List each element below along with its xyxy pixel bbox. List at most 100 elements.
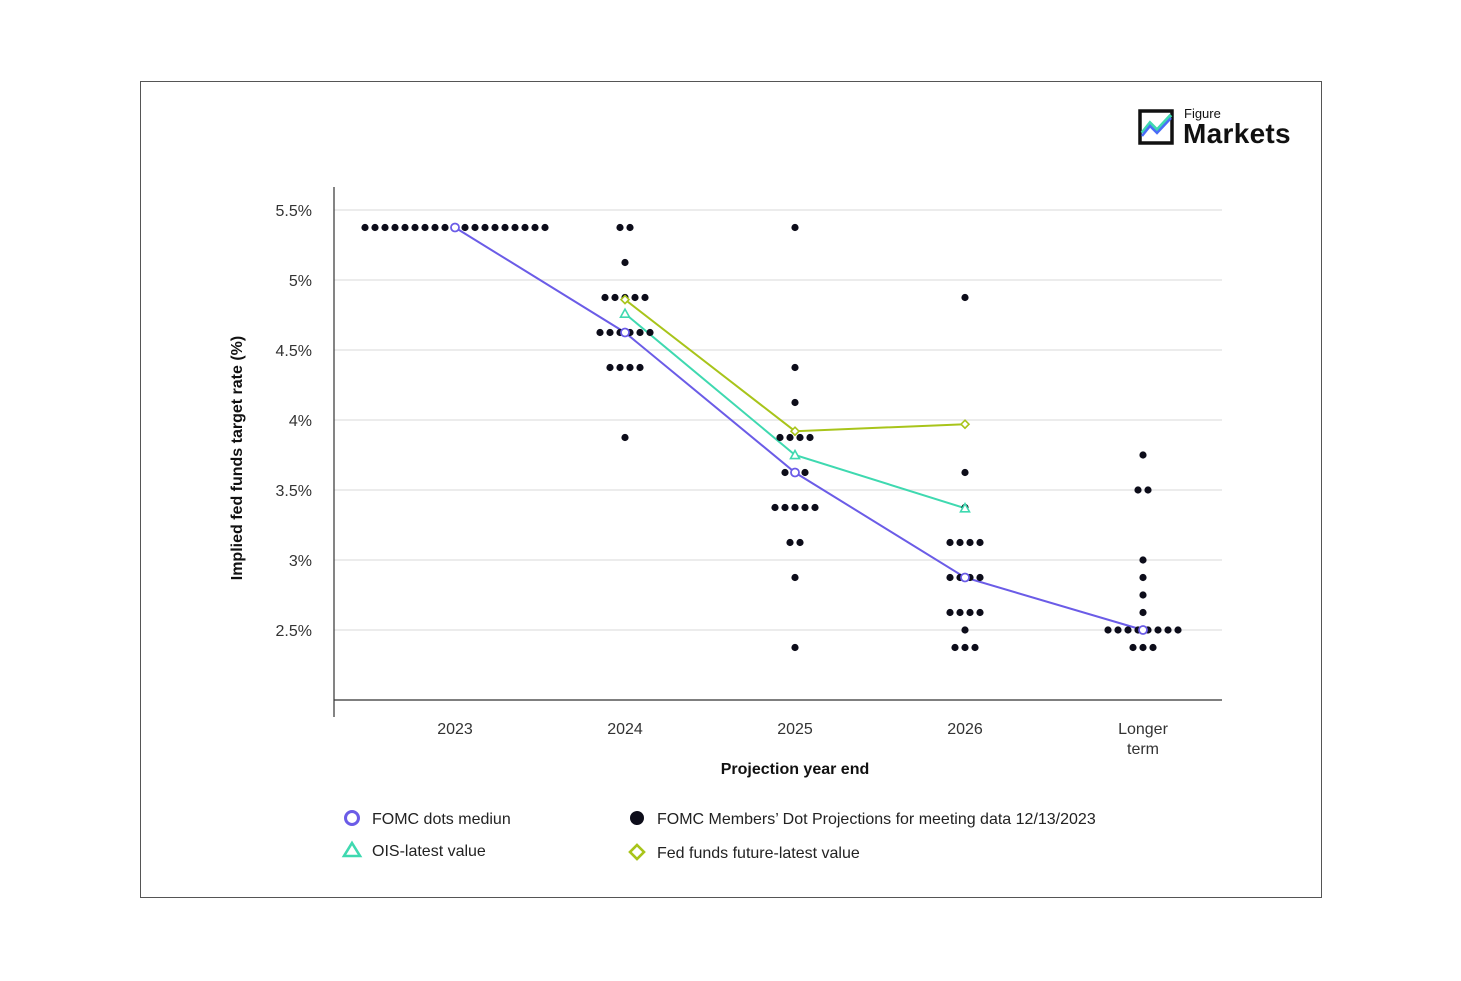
legend-item: FOMC dots mediun (344, 810, 511, 828)
projection-dot (1139, 451, 1147, 459)
series-marker-1 (789, 448, 801, 460)
projection-dot (771, 503, 779, 512)
logo-big-text: Markets (1183, 118, 1291, 149)
projection-dot (1134, 486, 1142, 494)
projection-dot (1124, 626, 1132, 634)
y-tick-label: 5.5% (276, 203, 312, 220)
x-tick-label: 2023 (437, 721, 473, 738)
projection-dot (626, 223, 634, 232)
projection-dot (541, 223, 549, 232)
projection-dot (796, 538, 804, 547)
series-marker-2 (789, 426, 801, 437)
y-tick-label: 4.5% (276, 343, 312, 360)
projection-dot (531, 223, 539, 232)
legend-circle-icon (344, 810, 360, 826)
x-tick-label: term (1127, 741, 1159, 758)
projection-dot (976, 573, 984, 582)
series-marker-0 (1138, 625, 1148, 635)
projection-dot (391, 223, 399, 232)
projection-dot (956, 608, 964, 617)
projection-dot (961, 293, 969, 302)
projection-dot (786, 433, 794, 442)
projection-dot (791, 503, 799, 512)
y-tick-label: 5% (289, 273, 312, 290)
projection-dot (976, 538, 984, 547)
projection-dot (596, 328, 604, 337)
projection-dot (481, 223, 489, 232)
projection-dot (621, 433, 629, 442)
figure-markets-logo: Figure Markets (1138, 106, 1308, 152)
legend-item: FOMC Members’ Dot Projections for meetin… (630, 811, 1096, 828)
projection-dot (521, 223, 529, 232)
projection-dot (791, 223, 799, 232)
y-tick-label: 4% (289, 413, 312, 430)
projection-dot (636, 363, 644, 372)
projection-dot (381, 223, 389, 232)
series-lines (454, 226, 1144, 631)
projection-dot (1139, 643, 1147, 652)
projection-dot (781, 468, 789, 477)
series-markers (450, 222, 1148, 635)
x-tick-label: 2024 (607, 721, 643, 738)
projection-dot (796, 433, 804, 442)
x-tick-labels: 2023 2024 2025 2026 Longer term (437, 721, 1168, 758)
series-marker-2 (959, 419, 971, 430)
projection-dot (961, 626, 969, 634)
legend-item: Fed funds future-latest value (628, 843, 860, 862)
series-marker-0 (790, 467, 800, 478)
series-marker-0 (960, 572, 970, 583)
projection-dot (801, 468, 809, 477)
legend-label: FOMC dots mediun (372, 811, 511, 828)
series-marker-1 (619, 307, 631, 319)
projection-dot (641, 293, 649, 302)
projection-dot (1104, 626, 1112, 634)
projection-dot (606, 328, 614, 337)
projection-dot (1149, 643, 1157, 652)
projection-dot (1164, 626, 1172, 634)
legend-label: OIS-latest value (372, 843, 486, 860)
series-marker-1 (959, 502, 971, 513)
projection-dot (606, 363, 614, 372)
projection-dot (1139, 556, 1147, 564)
projection-dot (956, 538, 964, 547)
projection-dot (371, 223, 379, 232)
projection-dot (1144, 486, 1152, 494)
x-tick-label: 2025 (777, 721, 813, 738)
projection-dot (616, 223, 624, 232)
projection-dot (791, 573, 799, 582)
projection-dot (791, 363, 799, 372)
x-tick-label: 2026 (947, 721, 983, 738)
projection-dot (791, 398, 799, 407)
projection-dot (791, 643, 799, 652)
logo-chart-icon (1138, 109, 1174, 145)
grid-lines (334, 209, 1222, 631)
projection-dot (421, 223, 429, 232)
y-tick-labels: 5.5% 5% 4.5% 4% 3.5% 3% 2.5% (276, 203, 312, 640)
projection-dot (471, 223, 479, 232)
series-marker-0 (620, 327, 630, 338)
projection-dot (646, 328, 654, 337)
series-line-0 (454, 226, 1144, 631)
projection-dot (461, 223, 469, 232)
projection-dot (776, 433, 784, 442)
legend-item: OIS-latest value (341, 840, 486, 860)
legend-label: FOMC Members’ Dot Projections for meetin… (657, 811, 1096, 828)
projection-dot (951, 643, 959, 652)
projection-dot (976, 608, 984, 617)
x-tick-label: Longer (1118, 721, 1168, 738)
series-marker-0 (450, 222, 460, 233)
projection-dot (801, 503, 809, 512)
legend: FOMC dots mediun FOMC Members’ Dot Projec… (341, 810, 1096, 862)
projection-dot (441, 223, 449, 232)
projection-dot (806, 433, 814, 442)
projection-dot (621, 258, 629, 267)
projection-dot (946, 538, 954, 547)
legend-dot-icon (630, 811, 644, 825)
projection-dot (616, 363, 624, 372)
projection-dot (1139, 608, 1147, 617)
projection-dot (636, 328, 644, 337)
legend-label: Fed funds future-latest value (657, 845, 860, 862)
projection-dot (961, 468, 969, 477)
y-tick-label: 3.5% (276, 483, 312, 500)
axes (333, 187, 1222, 717)
